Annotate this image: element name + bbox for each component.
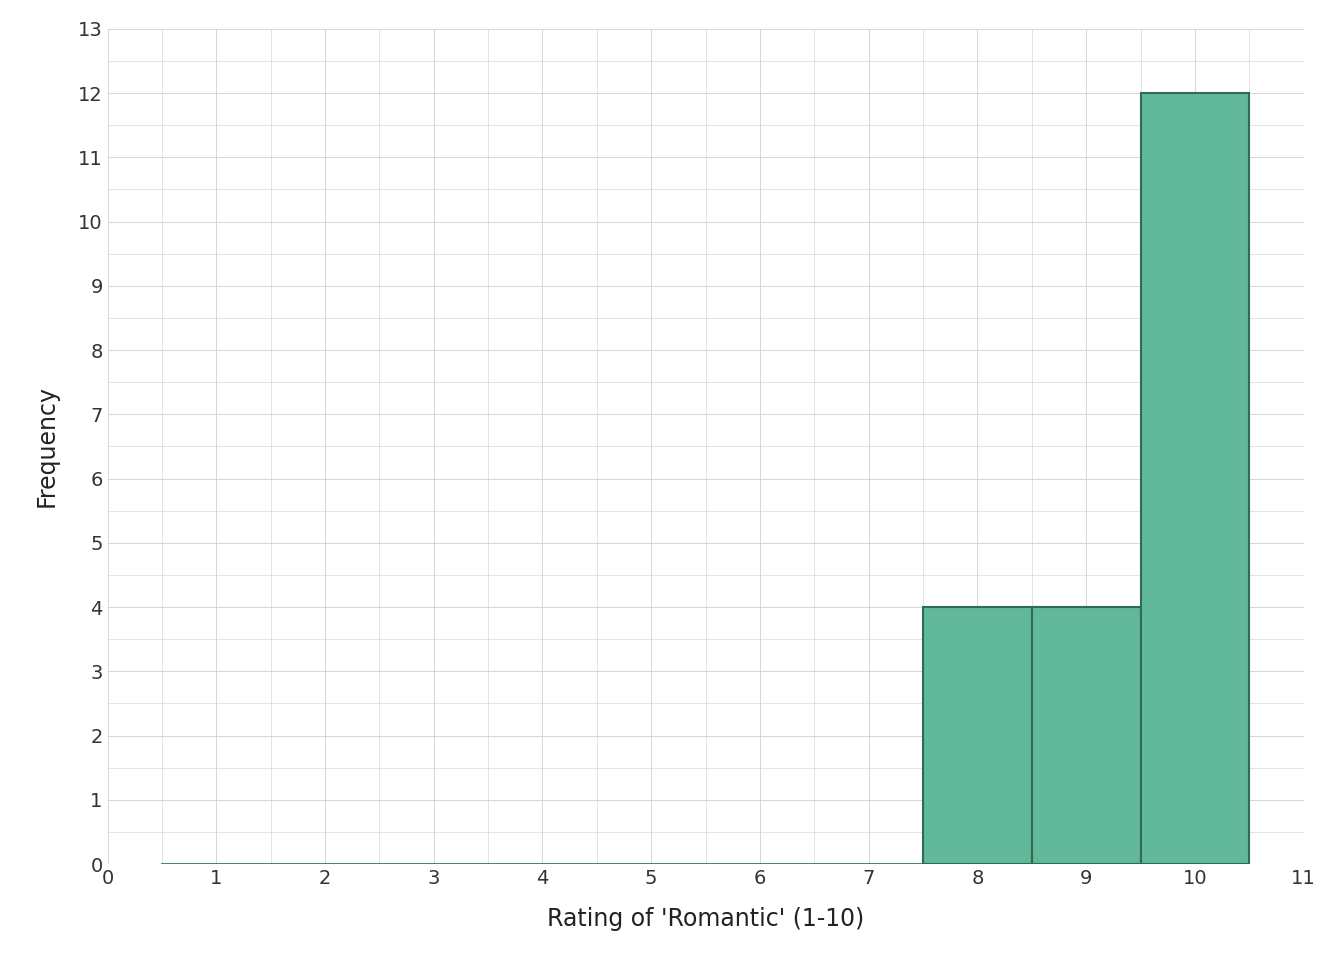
Y-axis label: Frequency: Frequency — [35, 385, 59, 508]
X-axis label: Rating of 'Romantic' (1-10): Rating of 'Romantic' (1-10) — [547, 907, 864, 931]
Bar — [1141, 93, 1250, 864]
Bar — [1032, 607, 1141, 864]
Bar — [923, 607, 1032, 864]
